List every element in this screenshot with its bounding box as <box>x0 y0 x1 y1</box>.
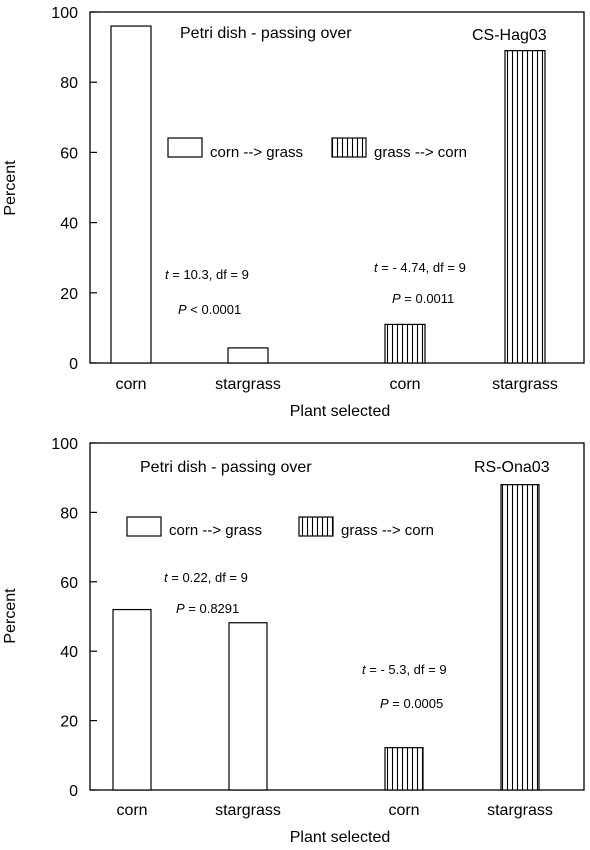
site-label: CS-Hag03 <box>472 27 547 44</box>
x-axis-categories: corn stargrass corn stargrass <box>116 802 552 819</box>
legend-swatch-hatched <box>331 137 367 158</box>
chart-panel-bottom: Petri dish - passing over RS-Ona03 Perce… <box>2 436 585 846</box>
legend-label: grass --> corn <box>374 144 467 161</box>
bar <box>384 747 424 791</box>
bar <box>504 50 546 364</box>
x-tick-label: corn <box>388 802 419 819</box>
bar <box>500 484 540 791</box>
bar <box>228 622 268 791</box>
legend: corn --> grass grass --> corn <box>167 137 467 161</box>
y-axis: 0 20 40 60 80 100 <box>51 436 97 800</box>
y-axis: 0 20 40 60 80 100 <box>51 5 97 373</box>
stat-annotation: t = 10.3, df = 9 P < 0.0001 <box>165 267 249 317</box>
plot-frame <box>89 442 585 791</box>
stat-t-line: t = 10.3, df = 9 <box>165 267 249 282</box>
y-axis-title: Percent <box>2 160 19 216</box>
x-tick-label: stargrass <box>215 802 281 819</box>
bar <box>384 323 426 364</box>
stat-p-line: P < 0.0001 <box>178 302 241 317</box>
y-tick-label: 0 <box>69 783 78 800</box>
y-tick-label: 40 <box>60 644 78 661</box>
legend-label: corn --> grass <box>210 144 303 161</box>
legend: corn --> grass grass --> corn <box>126 516 434 539</box>
x-tick-label: stargrass <box>487 802 553 819</box>
x-tick-label: stargrass <box>215 376 281 393</box>
chart-title: Petri dish - passing over <box>180 25 352 42</box>
legend-swatch-open <box>126 516 162 537</box>
x-tick-label: corn <box>389 376 420 393</box>
y-tick-label: 40 <box>60 216 78 233</box>
stat-p-line: P = 0.8291 <box>176 601 239 616</box>
site-label: RS-Ona03 <box>474 459 550 476</box>
bar <box>227 347 269 364</box>
legend-label: grass --> corn <box>341 522 434 539</box>
legend-label: corn --> grass <box>169 522 262 539</box>
stat-annotation: t = 0.22, df = 9 P = 0.8291 <box>164 570 248 616</box>
y-axis-title: Percent <box>2 588 19 644</box>
bar <box>112 608 152 791</box>
y-tick-label: 20 <box>60 286 78 303</box>
x-tick-label: stargrass <box>492 376 558 393</box>
stat-annotation: t = - 5.3, df = 9 P = 0.0005 <box>362 662 447 711</box>
y-tick-label: 100 <box>51 436 78 453</box>
bar-group <box>110 25 546 364</box>
stat-t-line: t = - 5.3, df = 9 <box>362 662 447 677</box>
x-axis-title: Plant selected <box>290 829 391 846</box>
stat-p-line: P = 0.0005 <box>380 696 443 711</box>
stat-t-line: t = - 4.74, df = 9 <box>374 260 466 275</box>
chart-panel-top: Petri dish - passing over CS-Hag03 Perce… <box>2 5 585 420</box>
plot-frame <box>89 11 585 364</box>
bar-group <box>112 484 540 791</box>
y-tick-label: 80 <box>60 75 78 92</box>
y-tick-label: 0 <box>69 356 78 373</box>
y-tick-label: 60 <box>60 575 78 592</box>
y-tick-label: 80 <box>60 505 78 522</box>
x-axis-categories: corn stargrass corn stargrass <box>115 376 557 393</box>
legend-swatch-hatched <box>298 516 334 537</box>
x-axis-title: Plant selected <box>290 403 391 420</box>
stat-annotation: t = - 4.74, df = 9 P = 0.0011 <box>374 260 466 306</box>
legend-swatch-open <box>167 137 203 158</box>
chart-title: Petri dish - passing over <box>140 459 312 476</box>
x-tick-label: corn <box>115 376 146 393</box>
bar <box>110 25 152 364</box>
y-tick-label: 60 <box>60 145 78 162</box>
stat-t-line: t = 0.22, df = 9 <box>164 570 248 585</box>
y-tick-label: 20 <box>60 714 78 731</box>
stat-p-line: P = 0.0011 <box>392 291 454 306</box>
y-tick-label: 100 <box>51 5 78 22</box>
x-tick-label: corn <box>116 802 147 819</box>
